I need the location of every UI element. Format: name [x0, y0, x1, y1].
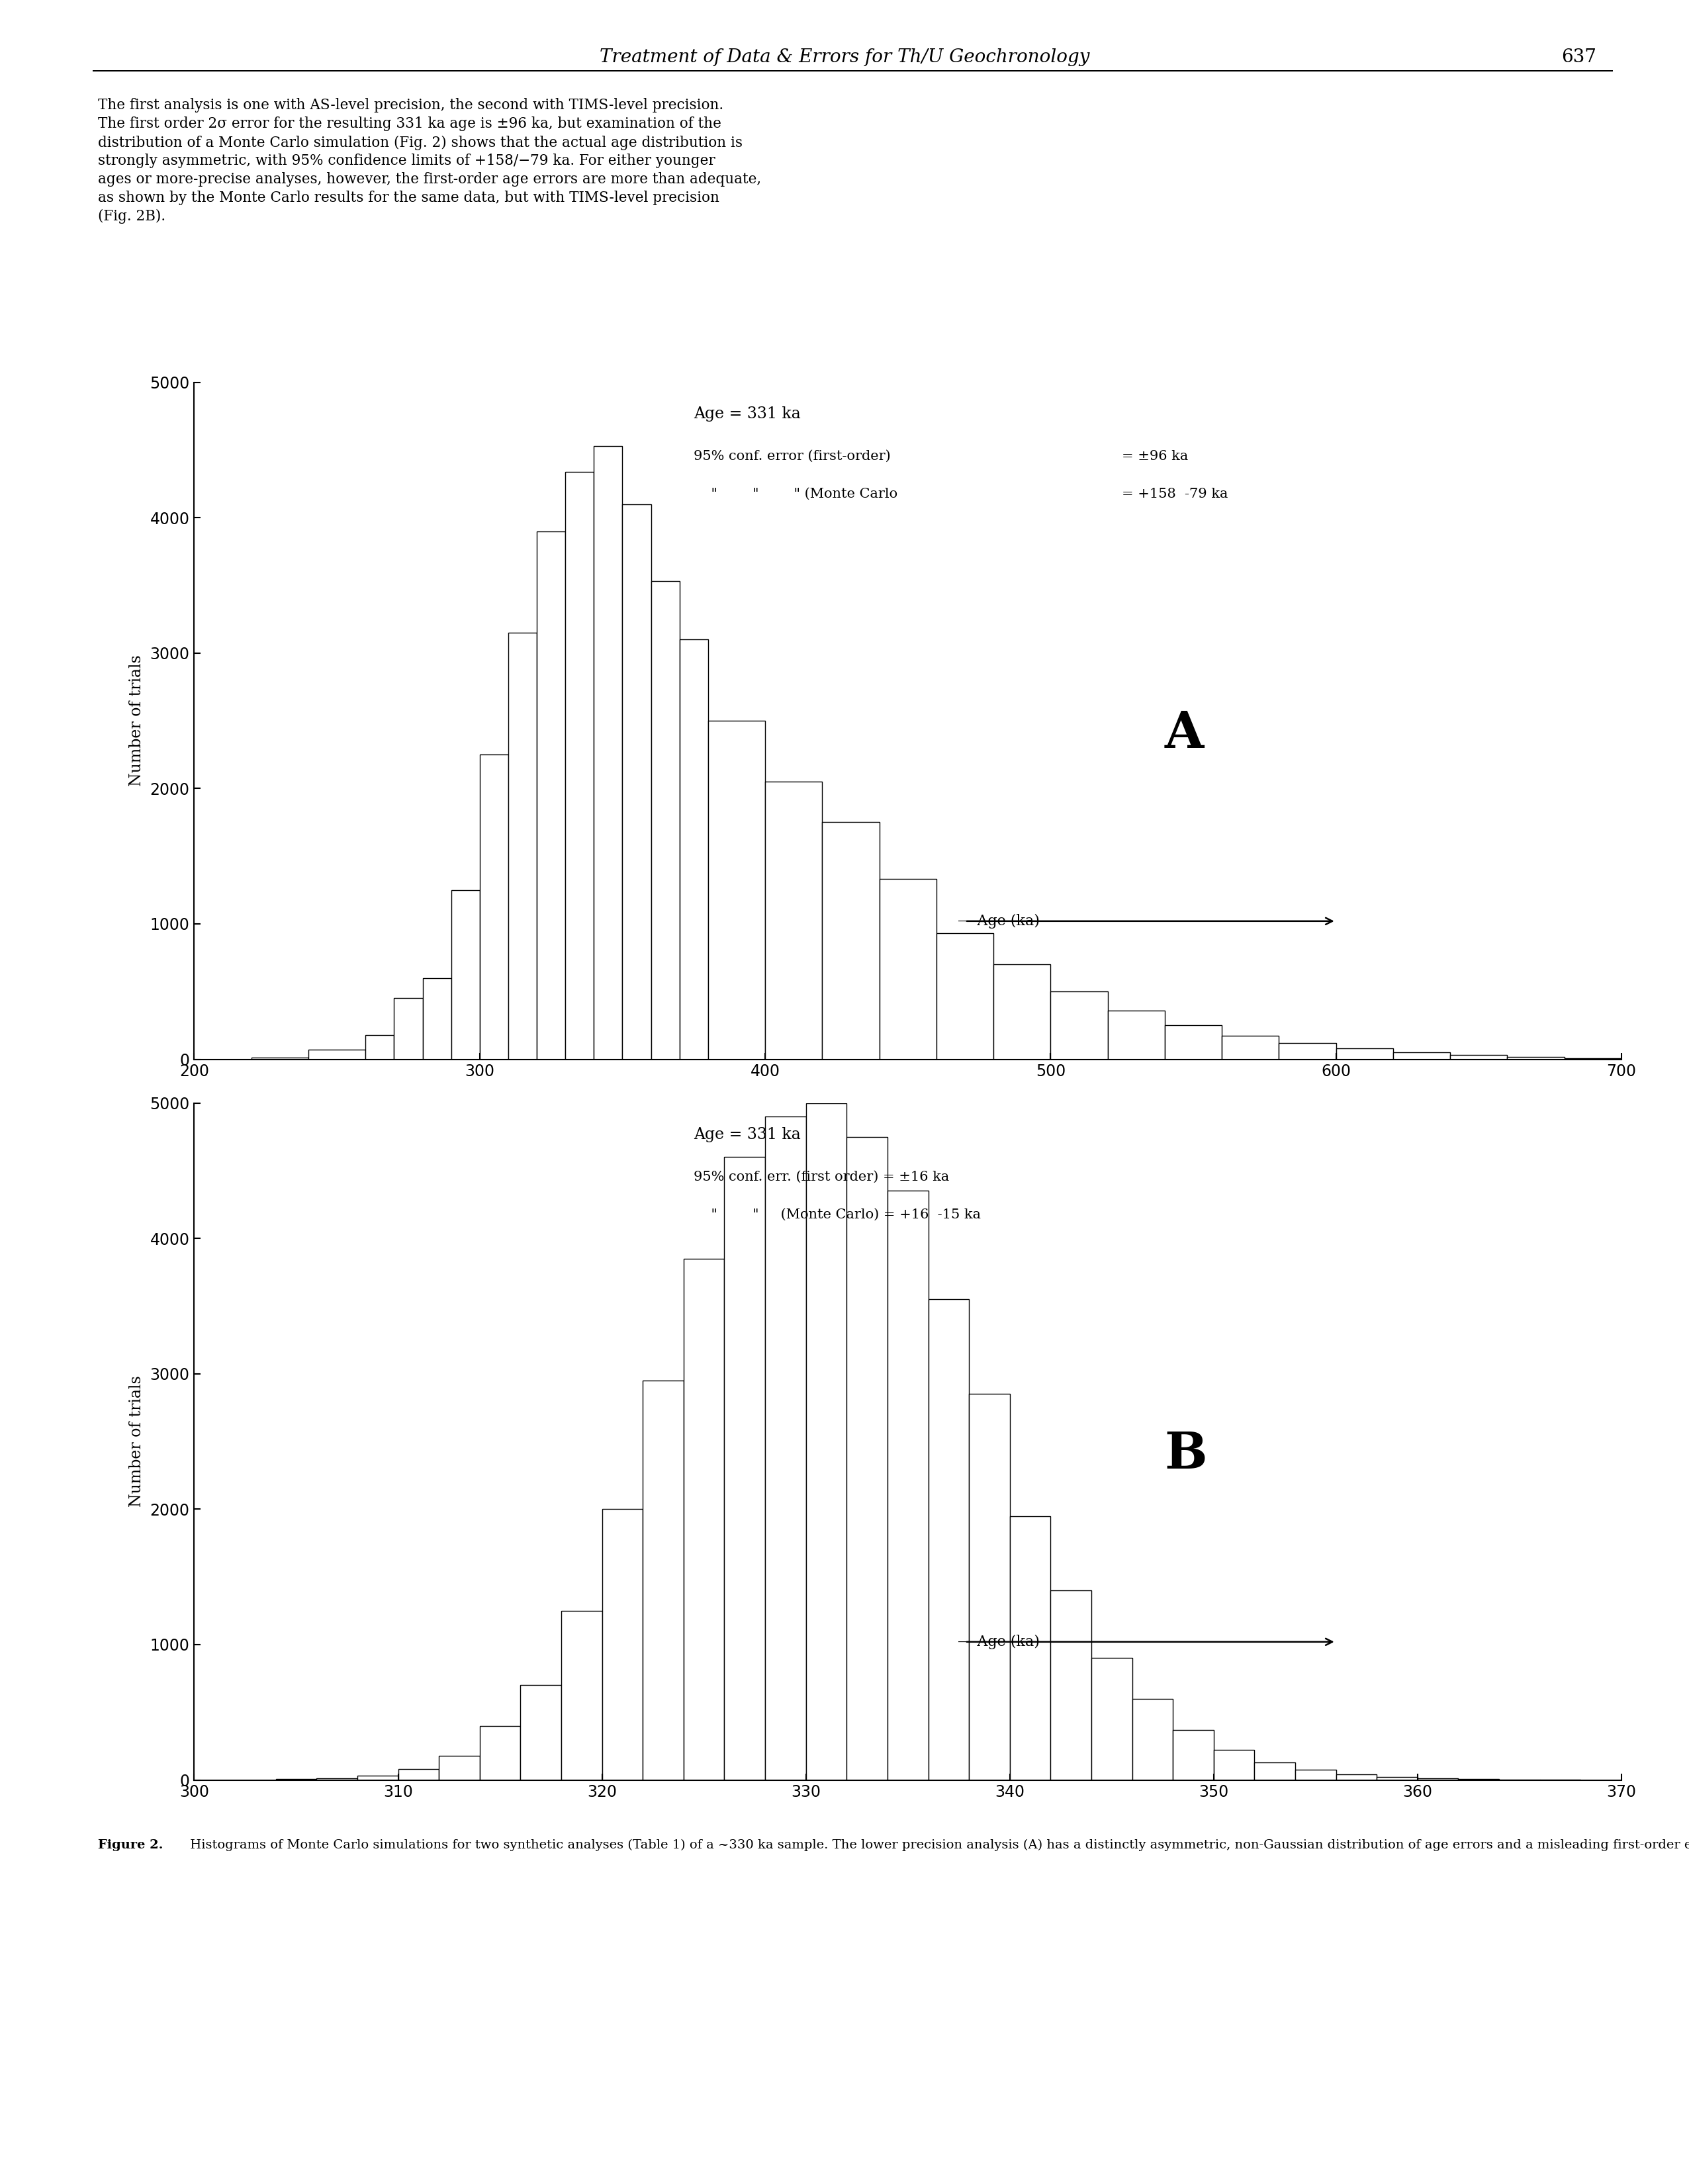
Bar — [508, 633, 537, 1059]
Bar — [880, 880, 936, 1059]
Bar — [365, 1035, 394, 1059]
Bar — [595, 446, 622, 1059]
Text: Age = 331 ka: Age = 331 ka — [694, 1127, 801, 1142]
Text: — Age (ka): — Age (ka) — [958, 913, 1044, 928]
Bar — [566, 472, 595, 1059]
Bar — [1451, 1055, 1507, 1059]
Bar — [622, 505, 650, 1059]
Bar — [684, 1258, 725, 1780]
Bar — [601, 1509, 644, 1780]
Bar — [887, 1190, 929, 1780]
Bar — [1507, 1057, 1564, 1059]
Text: — Age (ka): — Age (ka) — [958, 1634, 1044, 1649]
Bar — [650, 581, 679, 1059]
Bar — [969, 1393, 1010, 1780]
Bar — [422, 978, 451, 1059]
Bar — [1221, 1035, 1279, 1059]
Bar — [725, 1158, 765, 1780]
Bar — [823, 821, 880, 1059]
Text: "        "     (Monte Carlo) = +16  -15 ka: " " (Monte Carlo) = +16 -15 ka — [694, 1208, 981, 1221]
Bar — [644, 1380, 684, 1780]
Text: "        "        " (Monte Carlo: " " " (Monte Carlo — [694, 487, 897, 500]
Bar — [451, 891, 480, 1059]
Bar — [1393, 1053, 1451, 1059]
Bar — [537, 531, 566, 1059]
Bar — [929, 1299, 969, 1780]
Bar — [936, 933, 993, 1059]
Bar — [394, 998, 422, 1059]
Text: Age = 331 ka: Age = 331 ka — [694, 406, 801, 422]
Bar — [708, 721, 765, 1059]
Bar — [679, 640, 708, 1059]
Text: The first analysis is one with AS-level precision, the second with TIMS-level pr: The first analysis is one with AS-level … — [98, 98, 762, 225]
Bar — [1279, 1044, 1336, 1059]
Bar — [1091, 1658, 1132, 1780]
Bar — [561, 1612, 601, 1780]
Bar — [1255, 1762, 1295, 1780]
Bar — [399, 1769, 439, 1780]
Bar — [765, 782, 823, 1059]
Bar — [1010, 1516, 1051, 1780]
Bar — [309, 1051, 365, 1059]
Text: Treatment of Data & Errors for Th/U Geochronology: Treatment of Data & Errors for Th/U Geoc… — [600, 48, 1089, 66]
Bar — [1051, 1590, 1091, 1780]
Bar — [1108, 1011, 1165, 1059]
Text: 95% conf. err. (first order) = ±16 ka: 95% conf. err. (first order) = ±16 ka — [694, 1171, 949, 1184]
Bar — [1051, 992, 1108, 1059]
Bar — [846, 1136, 887, 1780]
Text: Figure 2.: Figure 2. — [98, 1839, 164, 1850]
Text: 95% conf. error (first-order): 95% conf. error (first-order) — [694, 450, 890, 463]
Bar — [1336, 1776, 1377, 1780]
Bar — [765, 1116, 806, 1780]
Bar — [480, 756, 508, 1059]
Text: = ±96 ka: = ±96 ka — [1121, 450, 1189, 463]
Y-axis label: Number of trials: Number of trials — [128, 655, 144, 786]
Bar — [1172, 1730, 1214, 1780]
Bar — [806, 1103, 846, 1780]
Bar — [993, 965, 1051, 1059]
Bar — [1295, 1769, 1336, 1780]
Text: Histograms of Monte Carlo simulations for two synthetic analyses (Table 1) of a : Histograms of Monte Carlo simulations fo… — [186, 1839, 1689, 1852]
Bar — [480, 1725, 520, 1780]
Bar — [1214, 1749, 1255, 1780]
Bar — [520, 1686, 561, 1780]
Bar — [1165, 1024, 1221, 1059]
Text: = +158  -79 ka: = +158 -79 ka — [1121, 487, 1228, 500]
Bar — [1377, 1778, 1417, 1780]
Bar — [1132, 1699, 1172, 1780]
Bar — [1336, 1048, 1393, 1059]
Text: B: B — [1165, 1431, 1208, 1479]
Y-axis label: Number of trials: Number of trials — [128, 1376, 144, 1507]
Text: 637: 637 — [1561, 48, 1596, 66]
Text: A: A — [1165, 710, 1204, 758]
Bar — [439, 1756, 480, 1780]
Bar — [358, 1776, 399, 1780]
